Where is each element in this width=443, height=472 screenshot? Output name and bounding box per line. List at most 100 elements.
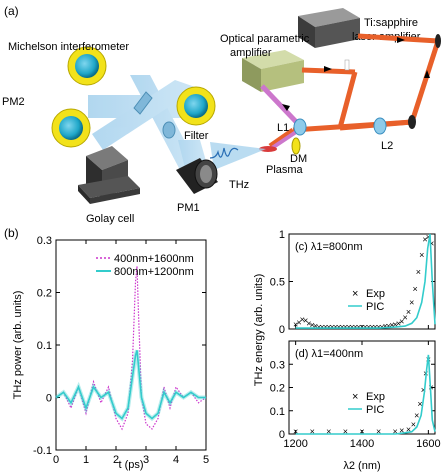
data-point-exp: × xyxy=(313,321,318,331)
y-tick-label: 1 xyxy=(279,229,285,241)
data-point-exp: × xyxy=(399,426,404,436)
beam-splitter-icon xyxy=(344,59,350,71)
y-tick-label: -0.1 xyxy=(33,445,52,457)
data-point-exp: × xyxy=(419,250,424,260)
x-tick-label: 3 xyxy=(143,454,149,466)
data-point-exp: × xyxy=(421,385,426,395)
data-point-exp: × xyxy=(346,322,351,332)
legend-label-series-1: 400nm+1600nm xyxy=(114,253,194,265)
y-tick-label: 0 xyxy=(279,324,285,336)
plasma-icon xyxy=(259,146,277,152)
y-tick-label: 0.1 xyxy=(37,340,52,352)
x-axis-label: t (ps) xyxy=(118,459,143,471)
data-point-exp: × xyxy=(373,322,378,332)
data-point-exp: × xyxy=(296,317,301,327)
data-point-exp: × xyxy=(426,232,431,242)
series-band-2 xyxy=(54,349,206,422)
michelson-label: Michelson interferometer xyxy=(8,41,129,53)
legend-label-exp: Exp xyxy=(366,391,385,403)
data-point-exp: × xyxy=(363,322,368,332)
legend-label-exp: Exp xyxy=(366,288,385,300)
data-point-exp: × xyxy=(414,410,419,420)
dichroic-mirror-icon xyxy=(291,137,301,155)
thz-pulse-icon xyxy=(209,147,239,159)
series-line-1 xyxy=(55,266,207,431)
pm1-label: PM1 xyxy=(177,202,200,214)
data-point-exp: × xyxy=(399,316,404,326)
filter-label: Filter xyxy=(184,130,209,142)
data-point-exp: × xyxy=(406,424,411,434)
filter-icon xyxy=(162,121,176,139)
x-tick-label: 1200 xyxy=(283,438,307,450)
golay-cell xyxy=(78,146,140,204)
legend-marker-exp: × xyxy=(352,391,358,403)
l1-label: L1 xyxy=(277,122,289,134)
data-point-exp: × xyxy=(389,320,394,330)
x-tick-label: 1 xyxy=(83,454,89,466)
series-line-2 xyxy=(295,233,436,329)
x-tick-label: 1600 xyxy=(416,438,440,450)
y-tick-label: 0.1 xyxy=(270,406,285,418)
y-tick-label: 0 xyxy=(46,393,52,405)
series-line-2 xyxy=(55,350,206,420)
data-point-exp: × xyxy=(396,318,401,328)
legend: × Exp PIC xyxy=(348,288,385,313)
mirror-pm2-top xyxy=(67,46,107,86)
thz-label: THz xyxy=(229,179,249,191)
data-point-exp: × xyxy=(343,322,348,332)
y-tick-label: 0.3 xyxy=(37,235,52,247)
data-point-exp: × xyxy=(330,322,335,332)
data-point-exp: × xyxy=(416,267,421,277)
data-point-exp: × xyxy=(306,318,311,328)
y-axis-label-right: THz energy (arb. units) xyxy=(253,274,265,386)
pm1-mirror xyxy=(176,158,218,194)
data-point-exp: × xyxy=(300,315,305,325)
y-tick-label: 0.5 xyxy=(270,277,285,289)
y-tick-label: 0.2 xyxy=(270,383,285,395)
data-point-exp: × xyxy=(376,322,381,332)
x-tick-label: 4 xyxy=(173,454,179,466)
data-point-exp: × xyxy=(349,322,354,332)
annotation-c: (c) λ1=800nm xyxy=(295,241,363,253)
y-axis-label: THz power (arb. units) xyxy=(12,291,24,400)
data-point-exp: × xyxy=(293,319,298,329)
beam-arrow xyxy=(282,104,290,111)
ti-sapphire-laser-box xyxy=(298,8,360,48)
data-point-exp: × xyxy=(343,427,348,437)
opa-label-line1: Optical parametric xyxy=(220,33,310,45)
data-point-exp: × xyxy=(310,427,315,437)
data-point-exp: × xyxy=(339,322,344,332)
y-tick-label: 0 xyxy=(279,429,285,441)
data-point-exp: × xyxy=(316,322,321,332)
time-domain-plot: -0.100.10.20.30 1 2 3 4 5 t (ps) THz power (a… xyxy=(12,235,209,471)
data-point-exp: × xyxy=(326,427,331,437)
data-point-exp: × xyxy=(422,235,427,245)
mirror-icon xyxy=(408,115,416,129)
energy-plot-c: 00.51 ××××××××××××××××××××××××××××××××××… xyxy=(270,229,436,336)
legend-label-pic: PIC xyxy=(366,301,384,313)
x-axis-label: λ2 (nm) xyxy=(343,460,380,472)
data-point-exp: × xyxy=(383,321,388,331)
x-tick-label: 2 xyxy=(113,454,119,466)
panel-a-label: (a) xyxy=(4,4,19,18)
mirror-right xyxy=(176,86,216,126)
data-point-exp: × xyxy=(333,322,338,332)
data-point-exp: × xyxy=(376,427,381,437)
data-point-exp: × xyxy=(320,322,325,332)
opa-box xyxy=(242,50,304,92)
data-point-exp: × xyxy=(406,307,411,317)
laser-label-line1: Ti:sapphire xyxy=(364,17,418,29)
data-point-exp: × xyxy=(411,420,416,430)
data-point-exp: × xyxy=(293,427,298,437)
legend-label-pic: PIC xyxy=(366,404,384,416)
data-point-exp: × xyxy=(336,322,341,332)
data-point-exp: × xyxy=(359,322,364,332)
golay-label: Golay cell xyxy=(86,213,134,225)
pm2-label: PM2 xyxy=(2,96,25,108)
x-tick-label: 5 xyxy=(203,454,209,466)
data-point-exp: × xyxy=(359,427,364,437)
purple-beam xyxy=(260,84,304,130)
legend: 400nm+1600nm 800nm+1200nm xyxy=(96,253,194,278)
beam-splitter-plate xyxy=(133,91,153,115)
